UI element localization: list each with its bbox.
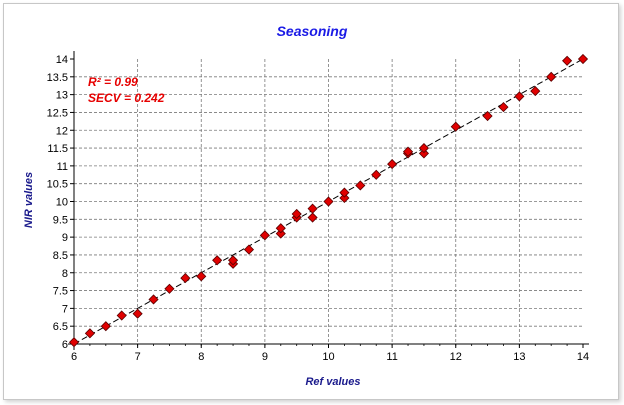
data-point — [307, 203, 318, 214]
y-tick-label: 11.5 — [47, 143, 68, 155]
data-point — [498, 102, 509, 113]
data-point — [291, 208, 302, 220]
y-tick-label: 12.5 — [47, 107, 68, 119]
data-point — [482, 110, 493, 122]
data-point — [212, 255, 223, 266]
annotation-text: R² = 0.99 — [88, 75, 138, 89]
data-point — [84, 328, 95, 339]
data-point — [546, 71, 557, 82]
annotation-text: SECV = 0.242 — [88, 91, 165, 105]
data-point — [227, 255, 239, 266]
data-point — [275, 228, 286, 239]
data-point — [387, 159, 398, 170]
data-point — [259, 230, 270, 241]
data-point — [132, 308, 143, 319]
x-tick-label: 10 — [322, 351, 334, 363]
y-tick-label: 6 — [62, 339, 68, 351]
x-tick-label: 7 — [135, 351, 141, 363]
data-point — [116, 310, 127, 321]
x-tick-labels: 6 7 8 9 10 11 12 13 14 — [71, 351, 589, 363]
data-point — [577, 53, 589, 65]
data-point — [323, 196, 334, 207]
y-tick-label: 11 — [57, 161, 68, 173]
y-tick-label: 6.5 — [53, 321, 68, 333]
data-point — [68, 337, 80, 348]
grid-lines — [74, 59, 583, 344]
x-tick-label: 11 — [386, 351, 397, 363]
data-point — [339, 192, 350, 204]
data-point — [355, 180, 366, 191]
y-tick-labels: 6 6.5 7 7.5 8 8.5 9 9.5 10 10.5 11 11.5 12 12.5 13 13.5… — [47, 54, 68, 351]
data-point — [339, 187, 350, 198]
y-axis-label: NIR values — [23, 172, 35, 228]
x-tick-label: 8 — [198, 351, 204, 363]
data-point — [450, 121, 461, 132]
data-point — [148, 294, 159, 305]
y-tick-label: 7.5 — [53, 286, 68, 298]
y-tick-label: 7 — [62, 303, 68, 315]
data-point — [180, 273, 191, 284]
data-point — [371, 169, 382, 180]
data-point — [562, 55, 573, 66]
data-point — [530, 85, 541, 97]
data-point — [196, 271, 207, 282]
y-tick-label: 9.5 — [53, 214, 68, 226]
y-tick-label: 12 — [56, 125, 68, 137]
y-tick-label: 10.5 — [47, 179, 68, 191]
x-tick-label: 9 — [262, 351, 268, 363]
data-point — [243, 244, 255, 255]
x-tick-label: 14 — [577, 351, 589, 363]
x-tick-label: 12 — [450, 351, 462, 363]
data-point — [307, 212, 318, 223]
x-axis-label: Ref values — [305, 376, 360, 388]
y-tick-label: 8 — [62, 268, 68, 280]
data-point — [100, 321, 111, 332]
data-point — [514, 91, 525, 102]
data-points — [68, 53, 589, 348]
y-tick-label: 14 — [56, 54, 68, 66]
x-tick-label: 13 — [513, 351, 525, 363]
y-tick-label: 13.5 — [47, 72, 68, 84]
data-point — [402, 146, 414, 157]
data-point — [418, 142, 430, 154]
chart-title: Seasoning — [276, 23, 348, 39]
data-point — [164, 283, 175, 294]
y-tick-label: 9 — [62, 232, 68, 244]
annotations: R² = 0.99 SECV = 0.242 — [88, 75, 165, 105]
data-point — [275, 223, 286, 234]
y-tick-label: 10 — [56, 197, 68, 209]
y-tick-label: 13 — [56, 90, 68, 102]
data-point — [418, 148, 430, 159]
y-tick-label: 8.5 — [53, 250, 68, 262]
x-tick-label: 6 — [71, 351, 77, 363]
